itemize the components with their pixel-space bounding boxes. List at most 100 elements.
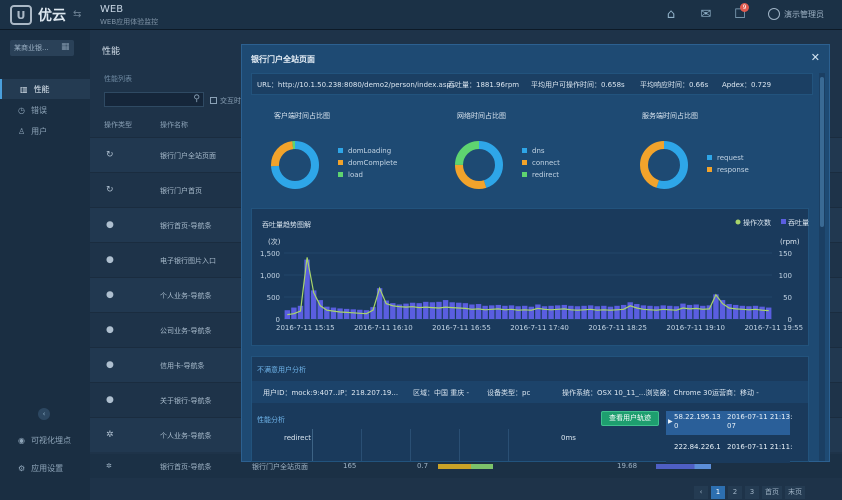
chevron-left-icon[interactable]: ‹ — [38, 408, 50, 420]
home-icon[interactable]: ⌂ — [666, 7, 676, 22]
bar — [403, 303, 409, 319]
sidebar-item-performance[interactable]: ▥ 性能 — [0, 79, 90, 99]
legend-throughput: 吞吐量 — [788, 218, 809, 227]
throughput-text: 吞吐量：1881.96rpm — [448, 81, 520, 89]
sidebar-item-users[interactable]: ♙ 用户 — [0, 121, 90, 141]
close-icon[interactable]: ✕ — [810, 51, 820, 64]
app-subtitle: WEB应用体验监控 — [100, 18, 159, 26]
donut-title-client: 客户端时间占比图 — [274, 112, 330, 120]
bar — [752, 305, 759, 319]
op-type-icon: ● — [106, 290, 114, 300]
os-text: 操作系统：OSX 10_11_...浏览器：Chrome 30 — [562, 389, 713, 397]
user-menu[interactable]: 演示管理员 — [768, 8, 824, 20]
pager-page-1[interactable]: 1 — [711, 486, 725, 499]
legend-item: redirect — [522, 169, 560, 181]
bar — [456, 302, 462, 319]
bar — [350, 309, 356, 319]
bar — [759, 306, 765, 319]
column-header-type: 操作类型 — [104, 121, 132, 129]
op-count: 165 — [343, 462, 357, 470]
pager-page-3[interactable]: 3 — [745, 486, 759, 499]
bar — [601, 305, 607, 319]
section-label: 性能列表 — [104, 75, 132, 83]
view-user-track-button[interactable]: 查看用户轨迹 — [601, 411, 659, 426]
list-item-time: 2016-07-11 21:11: — [727, 443, 793, 451]
y-right-tick: 50 — [783, 294, 792, 302]
checkbox-icon — [210, 97, 217, 104]
bar — [634, 304, 640, 319]
op-type-icon: ↻ — [106, 150, 114, 160]
op-type-icon: ● — [106, 325, 114, 335]
bar — [766, 307, 772, 319]
y-left-tick: 500 — [267, 294, 280, 302]
list-item[interactable]: 222.84.226.1 2016-07-11 21:11: — [666, 439, 793, 463]
logo-text: 优云 — [38, 8, 66, 24]
pager-page-2[interactable]: 2 — [728, 486, 742, 499]
op-type-icon: ↻ — [106, 185, 114, 195]
legend-swatch — [707, 167, 712, 172]
legend-item: domLoading — [338, 145, 397, 157]
y-left-label: (次) — [268, 237, 281, 246]
gear-icon: ⚙ — [18, 463, 26, 473]
donut-network — [455, 141, 503, 189]
notification-icon[interactable]: ☐ — [734, 7, 746, 22]
op-name: 个人业务-导航条 — [160, 432, 212, 440]
grid-icon[interactable]: ▦ — [61, 42, 70, 52]
op-name: 信用卡-导航条 — [160, 362, 205, 370]
chat-icon[interactable]: ✉ — [700, 7, 712, 22]
op-name: 公司业务-导航条 — [160, 327, 212, 335]
modal-title: 银行门户全站页面 — [251, 55, 315, 64]
bar — [363, 310, 370, 319]
legend-swatch — [522, 172, 527, 177]
logo-icon: U — [10, 5, 32, 25]
bar — [653, 306, 660, 319]
search-input[interactable]: ⚲ — [104, 92, 204, 107]
pager-prev[interactable]: ‹ — [694, 486, 708, 499]
throughput-chart: 吞吐量趋势图解 操作次数 吞吐量 (次) (rpm) 0 0 500 50 1,000 100 1,5… — [260, 218, 809, 332]
bar — [541, 306, 548, 319]
scrollbar-thumb[interactable] — [820, 77, 824, 227]
y-right-label: (rpm) — [780, 238, 800, 246]
logo[interactable]: U 优云 — [10, 5, 66, 25]
sidebar-item-label: 性能 — [33, 84, 50, 94]
legend-item-label: dns — [532, 147, 545, 155]
search-icon[interactable]: ⚲ — [193, 94, 200, 104]
modal-scrollbar[interactable] — [819, 73, 825, 461]
op-name: 银行首页-导航条 — [160, 222, 212, 230]
app-selector[interactable]: 某商业银... — [10, 40, 74, 56]
bar — [739, 305, 746, 319]
bar — [475, 304, 482, 319]
pagination: ‹ 1 2 3 首页 末页 — [694, 486, 805, 499]
list-item-time: 2016-07-11 21:13: 07 — [727, 413, 793, 430]
donut-title-network: 网络时间占比图 — [457, 112, 506, 120]
bar — [680, 303, 686, 319]
legend-item-label: response — [717, 166, 749, 174]
carrier-text: 运营商：移动 - — [712, 389, 759, 397]
interaction-checkbox[interactable]: 交互时 — [210, 96, 241, 106]
user-list: ▶ 58.22.195.13 0 2016-07-11 21:13: 07 22… — [666, 411, 793, 463]
op-type-icon: ● — [106, 395, 114, 405]
op-type-icon: ● — [106, 255, 114, 265]
pager-first[interactable]: 首页 — [762, 486, 782, 499]
sidebar-item-settings[interactable]: ⚙ 应用设置 — [0, 458, 90, 478]
list-item[interactable]: ▶ 58.22.195.13 0 2016-07-11 21:13: 07 — [666, 411, 793, 435]
y-left-tick: 0 — [276, 316, 280, 324]
op-apdex: 0.7 — [417, 462, 429, 470]
legend-item: connect — [522, 157, 560, 169]
legend-item: response — [707, 164, 749, 176]
x-tick: 2016-7-11 15:15 — [276, 324, 335, 332]
pager-last[interactable]: 末页 — [785, 486, 805, 499]
sidebar-item-visual-tracking[interactable]: ◉ 可视化埋点 — [0, 430, 90, 450]
user-info-bar: 用户ID：mock:9:407... IP：218.207.19... 区域：中… — [252, 381, 808, 403]
bar — [482, 305, 488, 319]
bar — [330, 307, 337, 319]
user-name: 演示管理员 — [784, 9, 824, 19]
collapse-icon[interactable]: ⇆ — [73, 9, 82, 20]
sidebar-item-errors[interactable]: ◷ 错误 — [0, 100, 90, 120]
bar — [581, 305, 587, 319]
donut-client — [271, 141, 319, 189]
legend-item-label: connect — [532, 159, 560, 167]
sidebar-item-label: 用户 — [31, 126, 48, 136]
avg-op-time-text: 平均用户可操作时间：0.658s — [531, 81, 625, 89]
op-name: 银行门户全站页面 — [160, 152, 216, 160]
